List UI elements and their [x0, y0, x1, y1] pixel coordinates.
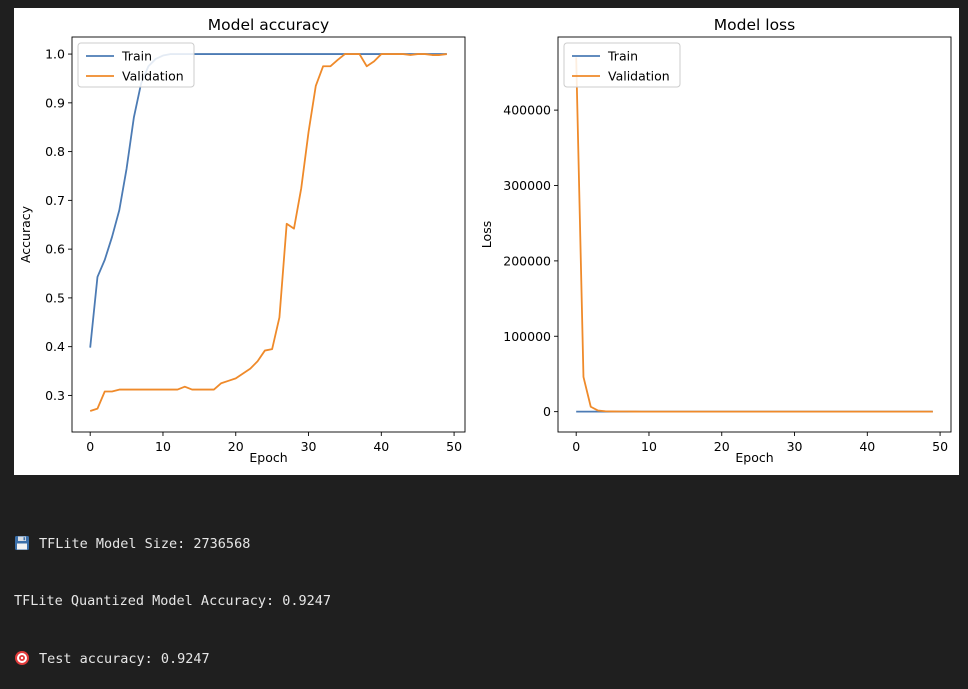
output-text-quantized-accuracy: TFLite Quantized Model Accuracy: 0.9247 — [14, 593, 331, 610]
loss-x-tick-label: 20 — [714, 439, 730, 454]
loss-y-axis-label: Loss — [479, 221, 494, 248]
accuracy-plot-frame — [71, 36, 466, 433]
loss-x-tick-label: 30 — [787, 439, 803, 454]
loss-legend-label-train: Train — [607, 49, 638, 64]
loss-x-axis-label: Epoch — [735, 450, 773, 465]
accuracy-x-tick-label: 10 — [155, 439, 171, 454]
accuracy-y-tick-label: 0.7 — [45, 193, 65, 208]
accuracy-y-tick-label: 0.3 — [45, 388, 65, 403]
accuracy-legend: Train Validation — [77, 42, 195, 88]
direct-hit-icon — [14, 650, 30, 672]
accuracy-y-tick-label: 0.6 — [45, 242, 65, 257]
loss-series-validation-line — [575, 57, 933, 413]
accuracy-x-tick-label: 0 — [86, 439, 94, 454]
accuracy-x-axis-label: Epoch — [249, 450, 287, 465]
accuracy-y-tick-label: 1.0 — [45, 47, 65, 62]
accuracy-y-tick-label: 0.4 — [45, 339, 65, 354]
loss-x-tick-label: 10 — [641, 439, 657, 454]
accuracy-x-tick-label: 30 — [301, 439, 317, 454]
accuracy-x-tick-label: 40 — [373, 439, 389, 454]
loss-plot-frame — [557, 36, 952, 433]
output-line-quantized-accuracy: TFLite Quantized Model Accuracy: 0.9247 — [14, 592, 331, 611]
floppy-disk-icon — [14, 535, 30, 557]
loss-legend: Train Validation — [563, 42, 681, 88]
figure-canvas: Model accuracy 0 10 20 30 40 50 0.3 0.4 0.5 0.6 0.7… — [18, 16, 952, 465]
accuracy-legend-label-train: Train — [121, 49, 152, 64]
accuracy-chart: Model accuracy 0 10 20 30 40 50 0.3 0.4 0.5 0.6 0.7… — [18, 16, 466, 465]
loss-x-tick-label: 0 — [572, 439, 580, 454]
loss-x-tick-label: 40 — [859, 439, 875, 454]
accuracy-y-tick-label: 0.9 — [45, 95, 65, 110]
accuracy-y-tick-label: 0.5 — [45, 290, 65, 305]
loss-legend-label-validation: Validation — [608, 69, 670, 84]
accuracy-x-tick-label: 50 — [446, 439, 462, 454]
accuracy-legend-label-validation: Validation — [122, 69, 184, 84]
output-line-test-accuracy: Test accuracy: 0.9247 — [14, 650, 331, 669]
accuracy-series-train-line — [89, 53, 447, 348]
loss-chart-title: Model loss — [714, 16, 795, 34]
loss-x-tick-label: 50 — [932, 439, 948, 454]
output-text-test-accuracy: Test accuracy: 0.9247 — [39, 651, 210, 668]
accuracy-chart-title: Model accuracy — [208, 16, 329, 34]
loss-y-tick-label: 200000 — [503, 253, 551, 268]
output-text-model-size: TFLite Model Size: 2736568 — [39, 535, 251, 552]
loss-y-tick-label: 0 — [543, 404, 551, 419]
loss-y-tick-label: 300000 — [503, 178, 551, 193]
cell-output: TFLite Model Size: 2736568 TFLite Quanti… — [14, 496, 331, 689]
accuracy-series-validation-line — [89, 53, 447, 412]
accuracy-y-tick-label: 0.8 — [45, 144, 65, 159]
accuracy-x-tick-label: 20 — [228, 439, 244, 454]
output-line-model-size: TFLite Model Size: 2736568 — [14, 535, 331, 554]
loss-y-tick-label: 400000 — [503, 103, 551, 118]
training-history-figure: Model accuracy 0 10 20 30 40 50 0.3 0.4 0.5 0.6 0.7… — [14, 8, 959, 475]
loss-y-tick-label: 100000 — [503, 329, 551, 344]
accuracy-y-axis-label: Accuracy — [18, 205, 33, 263]
loss-chart: Model loss 0 10 20 30 40 50 0 100000 200000 300000… — [479, 16, 952, 465]
